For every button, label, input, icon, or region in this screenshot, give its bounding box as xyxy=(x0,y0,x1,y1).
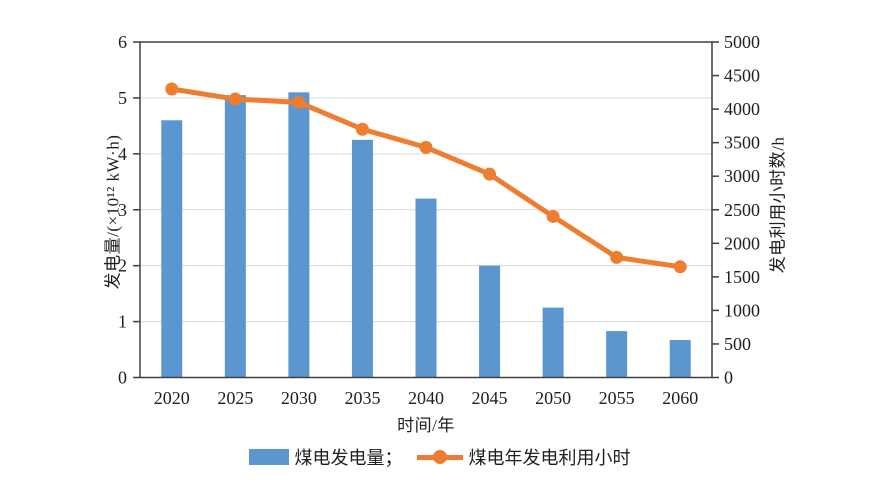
line-point-2020 xyxy=(165,82,179,96)
svg-text:2: 2 xyxy=(118,256,127,276)
y-axis-left: 0 1 2 3 4 5 6 xyxy=(118,32,140,388)
svg-text:3500: 3500 xyxy=(724,133,760,153)
svg-text:0: 0 xyxy=(118,368,127,388)
bar-2060 xyxy=(669,340,691,378)
bar-2030 xyxy=(288,92,310,378)
bar-2040 xyxy=(415,198,437,378)
y-axis-title-right: 发电利用小时数/h xyxy=(768,136,788,274)
svg-text:2020: 2020 xyxy=(154,388,190,408)
svg-text:1000: 1000 xyxy=(724,300,760,320)
legend: 煤电发电量； 煤电年发电利用小时 xyxy=(0,444,879,470)
bar-2055 xyxy=(606,331,628,378)
svg-text:2000: 2000 xyxy=(724,233,760,253)
svg-text:5: 5 xyxy=(118,88,127,108)
line-swatch-dot xyxy=(432,450,447,464)
line-point-2035 xyxy=(355,122,369,136)
bar-2045 xyxy=(479,265,501,378)
y-axis-right: 0 500 1000 1500 2000 2500 3000 3500 4000 4500 5000 xyxy=(712,32,760,388)
line-point-2045 xyxy=(483,167,497,181)
svg-text:2030: 2030 xyxy=(281,388,317,408)
y-axis-title-left: 发电量/(×10¹² kW·h) xyxy=(103,134,123,290)
line-point-2040 xyxy=(419,140,433,154)
legend-item-generation: 煤电发电量； xyxy=(248,444,403,470)
bar-2020 xyxy=(161,120,183,378)
svg-text:4500: 4500 xyxy=(724,66,760,86)
svg-text:3000: 3000 xyxy=(724,166,760,186)
line-point-2050 xyxy=(546,209,560,223)
svg-text:2060: 2060 xyxy=(662,388,698,408)
svg-text:4000: 4000 xyxy=(724,99,760,119)
line-point-2030 xyxy=(292,95,306,109)
svg-text:4: 4 xyxy=(118,144,127,164)
bar-series xyxy=(161,92,691,378)
svg-text:0: 0 xyxy=(724,368,733,388)
svg-text:2045: 2045 xyxy=(472,388,508,408)
x-axis-labels: 2020 2025 2030 2035 2040 2045 2050 2055 2060 xyxy=(154,388,698,408)
legend-label-generation: 煤电发电量； xyxy=(294,448,403,468)
legend-label-utilization-hours: 煤电年发电利用小时 xyxy=(468,448,631,468)
svg-text:2025: 2025 xyxy=(217,388,253,408)
svg-text:5000: 5000 xyxy=(724,32,760,52)
svg-text:6: 6 xyxy=(118,32,127,52)
bar-2035 xyxy=(351,139,373,378)
line-series-swatch-icon xyxy=(416,449,463,465)
svg-text:2500: 2500 xyxy=(724,200,760,220)
svg-text:1500: 1500 xyxy=(724,267,760,287)
bar-series-swatch-icon xyxy=(248,449,289,465)
svg-text:2050: 2050 xyxy=(535,388,571,408)
svg-text:2040: 2040 xyxy=(408,388,444,408)
bar-2025 xyxy=(224,95,246,378)
x-axis-title: 时间/年 xyxy=(397,416,455,435)
svg-text:3: 3 xyxy=(118,200,127,220)
svg-text:2055: 2055 xyxy=(599,388,635,408)
line-point-2055 xyxy=(610,250,624,264)
svg-text:1: 1 xyxy=(118,312,127,332)
line-point-2025 xyxy=(228,92,242,106)
svg-text:2035: 2035 xyxy=(344,388,380,408)
line-series xyxy=(165,82,687,274)
line-point-2060 xyxy=(673,260,687,274)
svg-text:500: 500 xyxy=(724,334,751,354)
bar-2050 xyxy=(542,307,564,378)
legend-item-utilization-hours: 煤电年发电利用小时 xyxy=(416,444,631,470)
